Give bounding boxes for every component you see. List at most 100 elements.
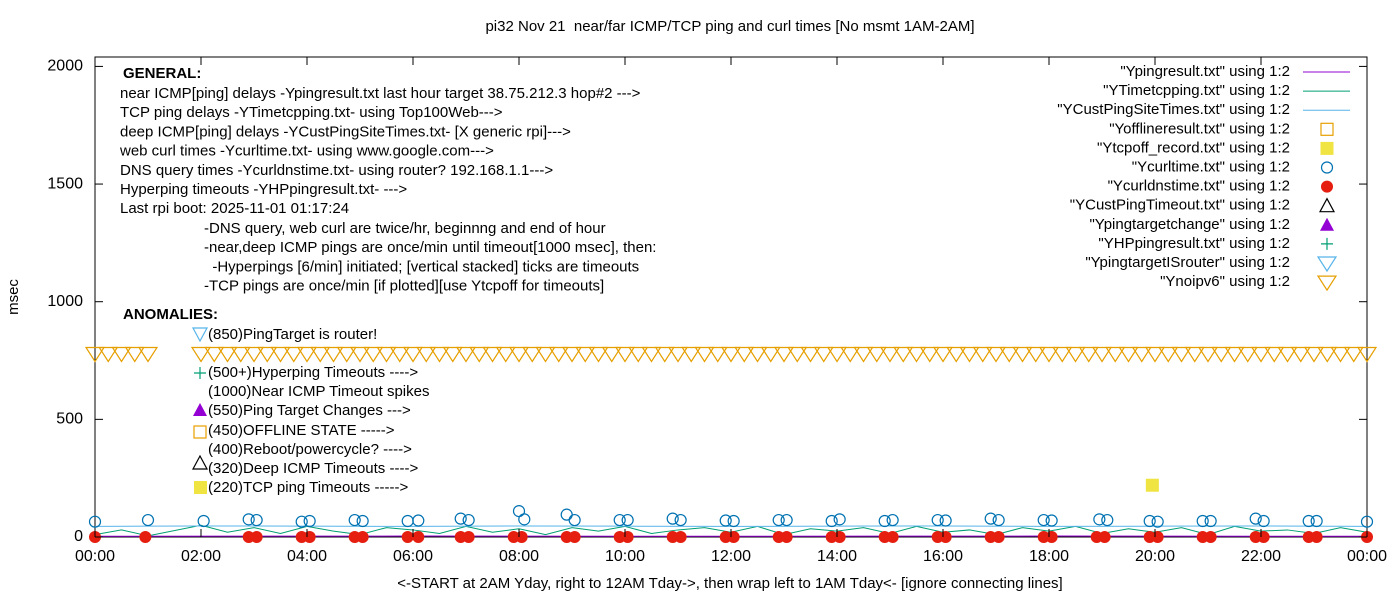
marker-circle xyxy=(250,531,263,543)
marker-triangle-down xyxy=(906,346,927,363)
x-tick-label: 06:00 xyxy=(393,548,433,565)
marker-circle xyxy=(518,513,531,526)
marker-circle xyxy=(568,513,581,527)
legend-label: "Ynoipv6" using 1:2 xyxy=(1160,273,1290,290)
marker-circle xyxy=(1204,531,1217,543)
marker-triangle-down xyxy=(336,346,357,363)
marker-circle xyxy=(348,513,361,527)
marker-circle xyxy=(939,514,952,527)
annotation: (320)Deep ICMP Timeouts ----> xyxy=(208,460,418,477)
annotation: (400)Reboot/powercycle? ----> xyxy=(208,441,412,458)
marker-circle xyxy=(780,513,793,527)
marker-triangle-down xyxy=(946,346,967,363)
x-tick-label: 10:00 xyxy=(605,548,645,565)
annotation: Hyperping timeouts -YHPpingresult.txt- -… xyxy=(120,181,407,198)
marker-triangle-down xyxy=(1224,346,1245,363)
legend-label: "Yofflineresult.txt" using 1:2 xyxy=(1109,120,1290,137)
legend-swatch xyxy=(1321,180,1333,193)
annotation: web curl times -Ycurltime.txt- using www… xyxy=(119,143,494,160)
marker-circle xyxy=(621,531,634,543)
marker-triangle-down xyxy=(1330,346,1351,363)
marker-triangle-down xyxy=(416,346,437,363)
legend-label: "YCustPingSiteTimes.txt" using 1:2 xyxy=(1057,101,1290,118)
marker-circle xyxy=(886,531,899,543)
marker-circle xyxy=(666,512,679,525)
legend-swatch xyxy=(1316,256,1338,273)
marker-circle xyxy=(719,514,732,527)
x-tick-label: 00:00 xyxy=(1347,548,1387,565)
annotation-heading: GENERAL: xyxy=(123,65,201,82)
marker-triangle-down xyxy=(588,346,609,363)
legend-swatch xyxy=(1316,275,1338,292)
marker-triangle-down xyxy=(1317,346,1338,363)
y-tick-label: 1500 xyxy=(47,175,83,192)
x-axis-label: <-START at 2AM Yday, right to 12AM Tday-… xyxy=(397,575,1062,592)
legend-swatch xyxy=(1320,141,1334,155)
marker-triangle-down xyxy=(1091,346,1113,363)
legend-label: "Ycurltime.txt" using 1:2 xyxy=(1132,158,1290,175)
marker-circle xyxy=(1310,514,1323,528)
marker-circle xyxy=(1143,514,1156,528)
marker-triangle-down xyxy=(840,346,861,363)
marker-circle xyxy=(1249,512,1262,525)
marker-circle xyxy=(412,531,425,543)
marker-triangle-down xyxy=(376,346,397,363)
marker-circle xyxy=(462,513,475,527)
marker-triangle-down xyxy=(1144,346,1166,363)
marker-triangle-down xyxy=(707,346,728,363)
marker-triangle-down xyxy=(681,346,702,363)
marker-triangle-down xyxy=(442,346,463,363)
marker-circle xyxy=(1310,531,1323,543)
marker-circle xyxy=(939,531,952,543)
marker-triangle-down xyxy=(614,346,636,363)
marker-circle xyxy=(401,531,414,543)
marker-triangle-down xyxy=(495,346,516,363)
marker-triangle-down xyxy=(720,346,742,363)
legend-label: "YTimetcpping.txt" using 1:2 xyxy=(1103,82,1290,99)
marker-triangle-down xyxy=(296,346,318,363)
marker-triangle-down xyxy=(124,346,145,363)
marker-triangle-down xyxy=(1052,346,1073,363)
marker-circle xyxy=(1151,515,1164,528)
legend-swatch xyxy=(1320,217,1334,231)
marker-circle xyxy=(303,514,316,528)
marker-triangle-down xyxy=(270,346,291,363)
marker-circle xyxy=(878,514,891,528)
marker-circle xyxy=(674,513,687,527)
marker-triangle-down xyxy=(283,346,304,363)
marker-circle xyxy=(992,513,1005,527)
legend-label: "YpingtargetISrouter" using 1:2 xyxy=(1085,254,1290,271)
marker-circle xyxy=(833,513,846,526)
marker-circle xyxy=(727,531,740,543)
marker-triangle-down xyxy=(879,346,901,363)
legend-swatch xyxy=(1320,122,1334,136)
marker-triangle-down xyxy=(1277,346,1298,363)
marker-triangle-down xyxy=(1171,346,1192,363)
y-tick-label: 1000 xyxy=(47,293,83,310)
marker-circle xyxy=(197,514,210,528)
marker-triangle-down xyxy=(813,346,834,363)
marker-triangle-down xyxy=(1012,346,1033,363)
marker-triangle-down xyxy=(919,346,940,363)
marker-circle xyxy=(1093,513,1106,526)
marker-triangle-down xyxy=(667,346,689,363)
annotation-heading: ANOMALIES: xyxy=(123,306,218,323)
annotation: (550)Ping Target Changes ---> xyxy=(208,402,411,419)
marker-triangle-down xyxy=(508,346,530,363)
marker-triangle-down xyxy=(985,346,1007,363)
marker-circle xyxy=(1302,514,1315,528)
annotation: (1000)Near ICMP Timeout spikes xyxy=(208,383,429,400)
anomaly-glyph xyxy=(193,403,207,416)
marker-triangle-down xyxy=(561,346,583,363)
marker-circle xyxy=(568,531,581,543)
marker-triangle-down xyxy=(1211,346,1232,363)
marker-triangle-down xyxy=(363,346,384,363)
legend-label: "Ytcpoff_record.txt" using 1:2 xyxy=(1097,139,1290,156)
x-tick-label: 08:00 xyxy=(499,548,539,565)
marker-triangle-down xyxy=(1250,346,1272,363)
marker-circle xyxy=(141,513,155,527)
marker-triangle-down xyxy=(628,346,649,363)
marker-circle xyxy=(1196,514,1209,528)
marker-triangle-down xyxy=(959,346,980,363)
